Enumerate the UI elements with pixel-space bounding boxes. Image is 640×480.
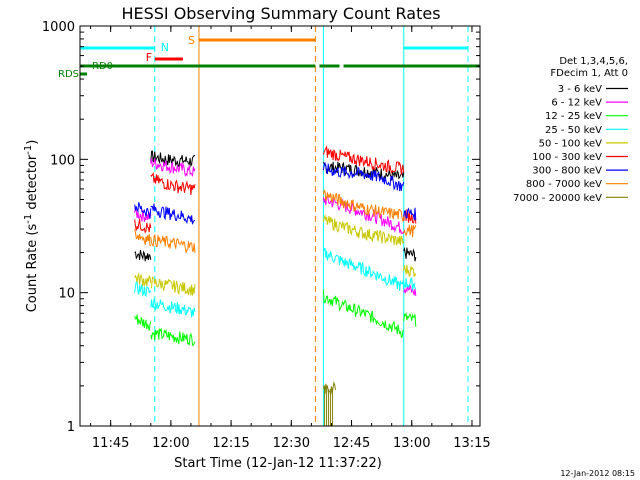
y-tick-label-0: 1 xyxy=(67,420,75,435)
y-tick-label-2: 100 xyxy=(50,153,75,168)
series-line-s2-c xyxy=(322,289,404,338)
plot-content: RD0 RDS NF S xyxy=(58,26,480,426)
series-line-s1-b xyxy=(150,158,196,178)
x-tick-label-2: 12:15 xyxy=(212,436,249,451)
series-line-s1-d xyxy=(403,284,417,296)
series-line-s1-a xyxy=(134,206,152,222)
x-tick-label-5: 13:00 xyxy=(393,436,430,451)
series-line-s7-d xyxy=(403,224,417,238)
series-line-s1-c xyxy=(322,194,405,235)
series-line-s3-c xyxy=(322,246,405,292)
series-line-s0-b xyxy=(150,150,196,168)
series-line-s2-b xyxy=(150,327,196,346)
series-line-s7-c xyxy=(322,189,405,223)
series-line-s4-a xyxy=(134,273,152,287)
series-line-s4-b xyxy=(150,276,196,296)
series-line-s0-d xyxy=(403,246,417,262)
x-tick-label-6: 13:15 xyxy=(453,436,490,451)
series-line-s3-d xyxy=(403,277,417,291)
series-line-s7-a xyxy=(134,229,152,247)
series-line-s6-c xyxy=(322,161,405,192)
series-line-s5-c xyxy=(322,145,405,175)
legend-label-8: 7000 - 20000 keV xyxy=(513,193,602,204)
series-line-s0-a xyxy=(134,249,152,262)
legend-label-7: 800 - 7000 keV xyxy=(526,179,602,190)
legend-label-2: 12 - 25 keV xyxy=(545,111,602,122)
legend: Det 1,3,4,5,6,FDecim 1, Att 0 3 - 6 keV 6 … xyxy=(513,56,628,204)
plot-frame xyxy=(79,25,481,427)
legend-label-3: 25 - 50 keV xyxy=(545,125,602,136)
legend-title-line-1: FDecim 1, Att 0 xyxy=(550,68,628,79)
x-axis: 11:45 12:00 12:15 12:30 12:45 13:00 13:15 xyxy=(90,26,491,451)
flag-label-rds: RDS xyxy=(58,69,79,80)
footer-date: 12-Jan-2012 08:15 xyxy=(560,469,635,478)
y-axis-label-exp1: -1 xyxy=(23,214,34,224)
series-line-s2-a xyxy=(134,314,152,331)
x-tick-label-4: 12:45 xyxy=(333,436,370,451)
series-line-s4-c xyxy=(322,213,405,246)
series-line-s6-a xyxy=(134,202,152,219)
x-tick-label-3: 12:30 xyxy=(273,436,310,451)
y-tick-label-3: 1000 xyxy=(42,20,75,35)
legend-label-1: 6 - 12 keV xyxy=(551,98,602,109)
y-tick-label-1: 10 xyxy=(58,287,75,302)
series-line-s4-d xyxy=(403,264,417,277)
series-line-s8-c xyxy=(322,381,336,395)
legend-label-5: 100 - 300 keV xyxy=(532,152,602,163)
flag-label-s: S xyxy=(188,34,195,47)
x-tick-label-1: 12:00 xyxy=(152,436,189,451)
y-axis-label-part1: Count Rate (s xyxy=(25,224,40,313)
series-line-s5-a xyxy=(134,218,152,234)
x-axis-label: Start Time (12-Jan-12 11:37:22) xyxy=(174,456,382,471)
flag-label-n: N xyxy=(161,41,169,54)
legend-label-0: 3 - 6 keV xyxy=(558,84,602,95)
y-axis-label-exp2: -1 xyxy=(23,145,34,155)
x-tick-label-0: 11:45 xyxy=(92,436,129,451)
y-axis: 1 10 100 1000 xyxy=(42,20,480,435)
legend-label-4: 50 - 100 keV xyxy=(539,138,603,149)
series-line-s5-b xyxy=(150,171,196,195)
series-line-s2-d xyxy=(403,311,417,328)
chart-title: HESSI Observing Summary Count Rates xyxy=(121,4,440,23)
legend-label-6: 300 - 800 keV xyxy=(532,166,602,177)
flag-label-rd0: RD0 xyxy=(92,61,113,72)
series-line-s6-b xyxy=(150,203,196,225)
legend-title-line-0: Det 1,3,4,5,6, xyxy=(559,56,628,67)
series-line-s7-b xyxy=(150,234,196,254)
series-line-s3-a xyxy=(134,281,152,297)
flag-label-f: F xyxy=(146,51,152,64)
series-line-s6-d xyxy=(403,207,417,221)
series-line-s3-b xyxy=(150,298,196,318)
y-axis-label: Count Rate (s-1 detector-1) xyxy=(23,140,40,313)
y-axis-label-part2: detector xyxy=(25,154,40,214)
y-axis-label-part3: ) xyxy=(25,140,40,145)
